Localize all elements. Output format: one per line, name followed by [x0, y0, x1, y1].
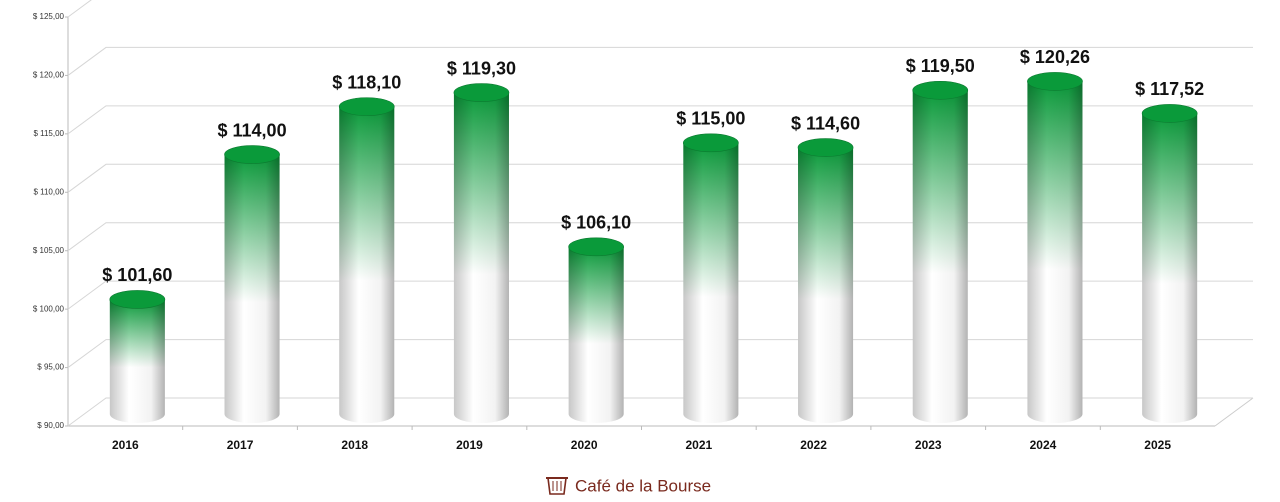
- bar-cap: [683, 133, 739, 153]
- x-tick-label: 2019: [456, 438, 483, 452]
- grid-line: [67, 397, 1253, 427]
- x-tick-label: 2022: [800, 438, 827, 452]
- y-tick-label: $ 100,00: [33, 304, 65, 313]
- bar-shade: [683, 142, 739, 423]
- x-tick-label: 2024: [1030, 438, 1057, 452]
- bar-cap: [912, 80, 969, 100]
- bar-shade: [453, 92, 509, 423]
- y-tick-label: $ 105,00: [33, 246, 65, 255]
- grid-line: [67, 280, 1253, 310]
- y-tick-label: $ 120,00: [33, 71, 65, 80]
- x-tick-label: 2018: [341, 438, 368, 452]
- bar-shade: [224, 154, 280, 424]
- value-label: $ 119,50: [906, 56, 975, 76]
- bar-shade: [568, 246, 624, 423]
- y-tick-label: $ 90,00: [37, 421, 64, 430]
- floor-edge: [1214, 397, 1254, 427]
- x-tick-label: 2023: [915, 438, 942, 452]
- bar-cap: [453, 83, 510, 102]
- bar-cap: [1027, 72, 1083, 91]
- y-tick-label: $ 125,00: [33, 12, 65, 21]
- bar-shade: [1027, 81, 1083, 423]
- grid: $ 90,00 $ 95,00 $ 100,00 $ 105,00 $ 110,00 $ …: [33, 0, 1254, 452]
- bar-shade: [1142, 113, 1198, 423]
- bar-cap: [224, 145, 280, 164]
- y-tick-label: $ 115,00: [33, 129, 64, 138]
- x-tick-label: 2016: [112, 438, 139, 452]
- x-tick-label: 2020: [571, 438, 598, 452]
- bar-shade: [912, 90, 968, 424]
- x-tick-label: 2017: [227, 438, 254, 452]
- bar-shade: [798, 147, 854, 423]
- value-label: $ 101,60: [102, 265, 172, 285]
- grid-line: [67, 222, 1253, 252]
- value-label: $ 119,30: [447, 58, 516, 78]
- bar-cap: [568, 237, 624, 257]
- bar-shade: [109, 299, 165, 423]
- value-label: $ 114,60: [791, 113, 860, 133]
- value-label: $ 118,10: [332, 72, 401, 92]
- x-tick-label: 2025: [1144, 438, 1171, 452]
- grid-line: [67, 0, 92, 18]
- grid-line: [67, 163, 1253, 193]
- value-label: $ 115,00: [676, 109, 745, 129]
- value-label: $ 114,00: [218, 120, 287, 140]
- watermark: Café de la Bourse: [575, 476, 711, 495]
- bar-cap: [1141, 104, 1198, 123]
- value-label: $ 106,10: [561, 213, 631, 233]
- y-tick-label: $ 95,00: [37, 363, 64, 372]
- bar-cap: [797, 138, 854, 157]
- bars: $ 101,60 $ 114,00 $ 118,10 $ 119,30 $ 106,10…: [102, 47, 1204, 424]
- bar-cap: [338, 97, 395, 116]
- value-label: $ 117,52: [1135, 79, 1204, 99]
- grid-line: [67, 339, 1253, 368]
- watermark-logo: [546, 477, 568, 495]
- x-tick-label: 2021: [685, 438, 712, 452]
- bar-shade: [339, 106, 395, 423]
- grid-line: [67, 105, 1253, 135]
- bar-cap: [109, 290, 166, 309]
- value-label: $ 120,26: [1020, 47, 1090, 67]
- y-tick-label: $ 110,00: [33, 187, 64, 196]
- grid-line: [67, 46, 1253, 76]
